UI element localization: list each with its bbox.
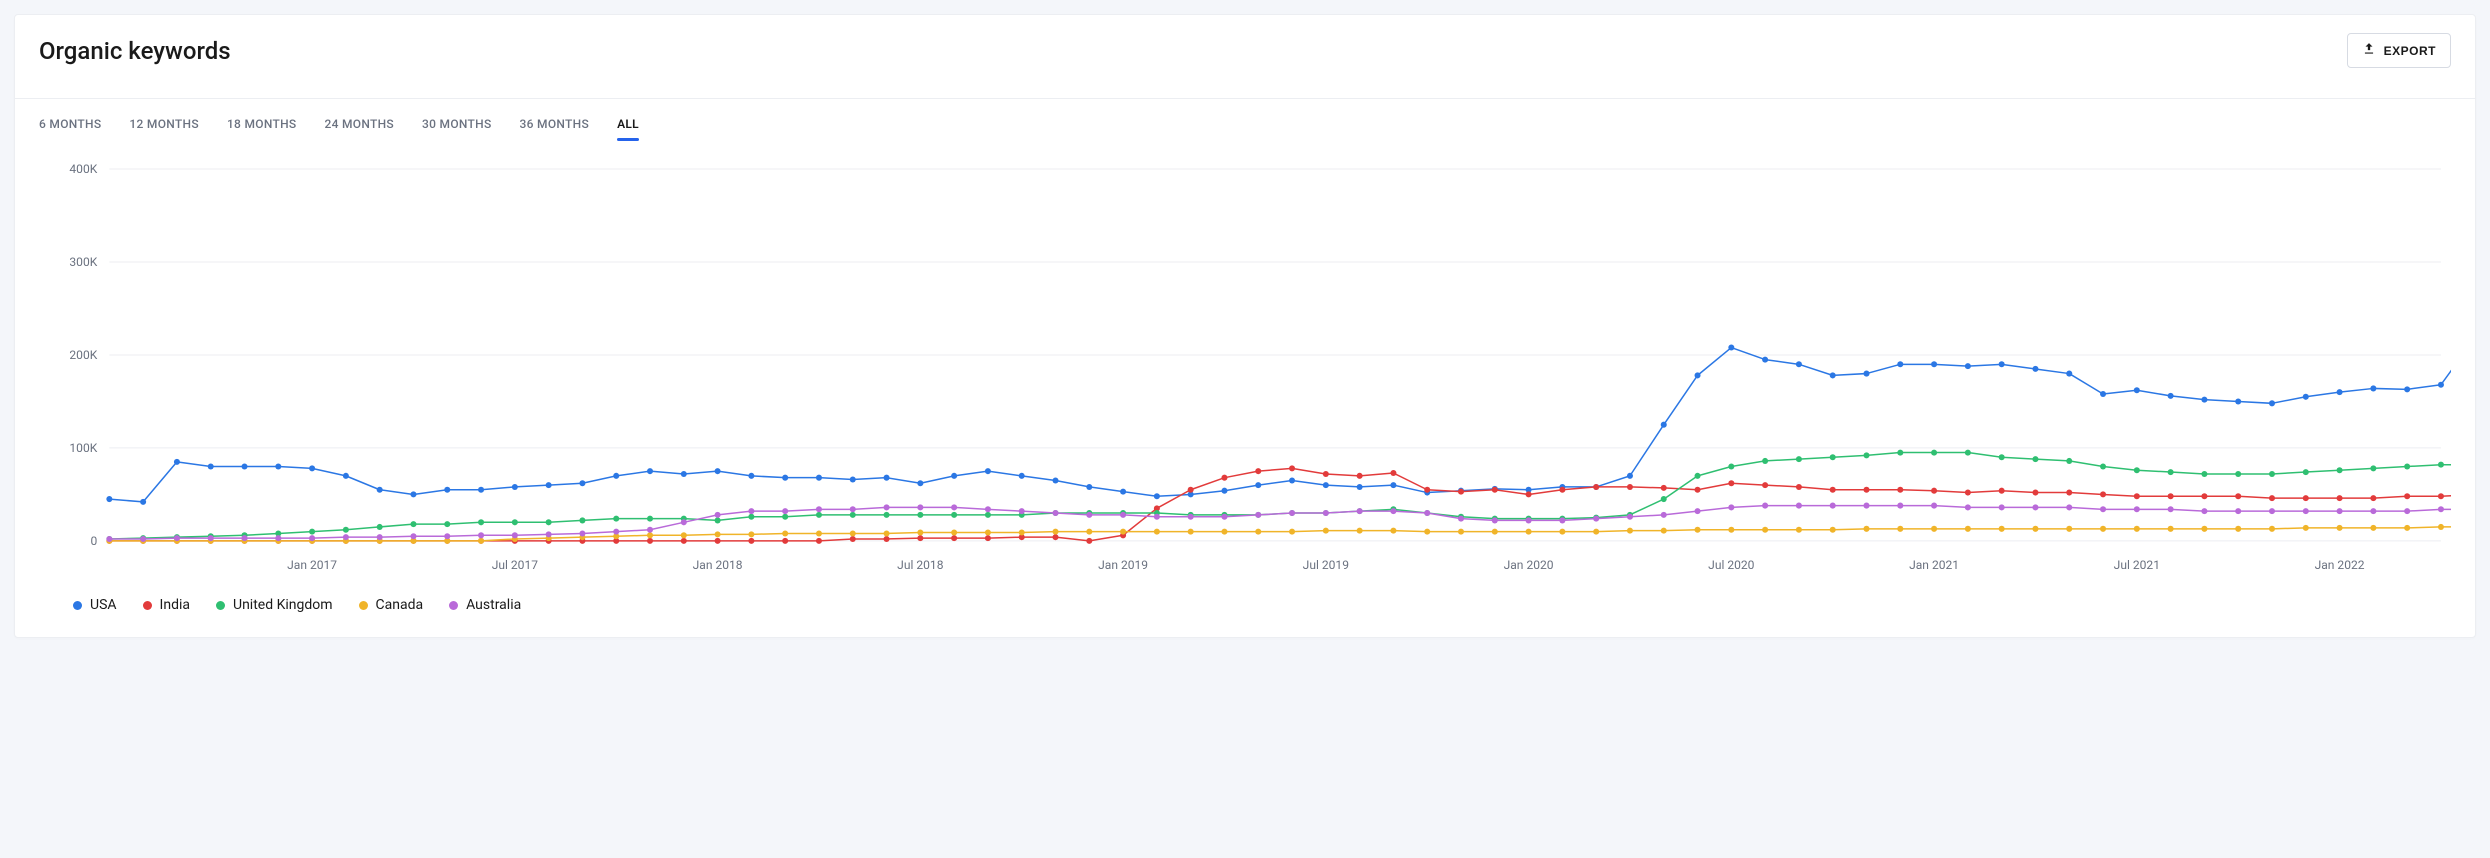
card-title: Organic keywords (39, 37, 231, 65)
tab-30-months[interactable]: 30 MONTHS (422, 117, 492, 139)
tab-18-months[interactable]: 18 MONTHS (227, 117, 297, 139)
svg-text:Jan 2017: Jan 2017 (287, 558, 337, 572)
legend-item-united-kingdom[interactable]: United Kingdom (216, 597, 333, 613)
legend-label: India (160, 597, 190, 613)
export-button[interactable]: EXPORT (2347, 33, 2451, 68)
legend-label: USA (90, 597, 117, 613)
svg-text:100K: 100K (69, 441, 97, 455)
time-range-tabs: 6 MONTHS 12 MONTHS 18 MONTHS 24 MONTHS 30 MO… (39, 117, 2451, 139)
tab-12-months[interactable]: 12 MONTHS (129, 117, 199, 139)
svg-text:Jan 2021: Jan 2021 (1909, 558, 1959, 572)
legend-item-canada[interactable]: Canada (359, 597, 424, 613)
svg-text:Jan 2018: Jan 2018 (693, 558, 743, 572)
card-header: Organic keywords EXPORT (15, 15, 2475, 99)
export-label: EXPORT (2384, 44, 2436, 58)
legend-label: Canada (376, 597, 424, 613)
upload-icon (2362, 42, 2376, 59)
card-body: 6 MONTHS 12 MONTHS 18 MONTHS 24 MONTHS 30 MO… (15, 99, 2475, 637)
svg-text:Jul 2018: Jul 2018 (897, 558, 944, 572)
svg-text:200K: 200K (69, 348, 97, 362)
legend-dot (73, 601, 82, 610)
legend-dot (449, 601, 458, 610)
svg-text:Jul 2017: Jul 2017 (492, 558, 539, 572)
tab-36-months[interactable]: 36 MONTHS (520, 117, 590, 139)
legend-dot (216, 601, 225, 610)
organic-keywords-card: Organic keywords EXPORT 6 MONTHS 12 MONTH… (14, 14, 2476, 638)
legend-dot (143, 601, 152, 610)
tab-6-months[interactable]: 6 MONTHS (39, 117, 101, 139)
legend-label: United Kingdom (233, 597, 333, 613)
legend-item-india[interactable]: India (143, 597, 190, 613)
legend-item-australia[interactable]: Australia (449, 597, 521, 613)
legend-label: Australia (466, 597, 521, 613)
svg-text:0: 0 (91, 534, 98, 548)
svg-text:Jul 2019: Jul 2019 (1303, 558, 1349, 572)
legend-dot (359, 601, 368, 610)
legend-item-usa[interactable]: USA (73, 597, 117, 613)
svg-text:Jul 2020: Jul 2020 (1708, 558, 1755, 572)
line-chart: 0 100K 200K 300K 400K Jan 2017 Jul 2017 Jan 201… (39, 159, 2451, 581)
svg-text:Jan 2022: Jan 2022 (2315, 558, 2365, 572)
svg-text:Jan 2020: Jan 2020 (1504, 558, 1554, 572)
svg-text:Jan 2019: Jan 2019 (1098, 558, 1148, 572)
svg-text:400K: 400K (69, 162, 97, 176)
chart-container: 0 100K 200K 300K 400K Jan 2017 Jul 2017 Jan 201… (39, 159, 2451, 585)
tab-24-months[interactable]: 24 MONTHS (324, 117, 394, 139)
chart-legend: USA India United Kingdom Canada Australia (39, 597, 2451, 613)
svg-text:Jul 2021: Jul 2021 (2114, 558, 2160, 572)
svg-text:300K: 300K (69, 255, 97, 269)
tab-all[interactable]: ALL (617, 117, 639, 139)
